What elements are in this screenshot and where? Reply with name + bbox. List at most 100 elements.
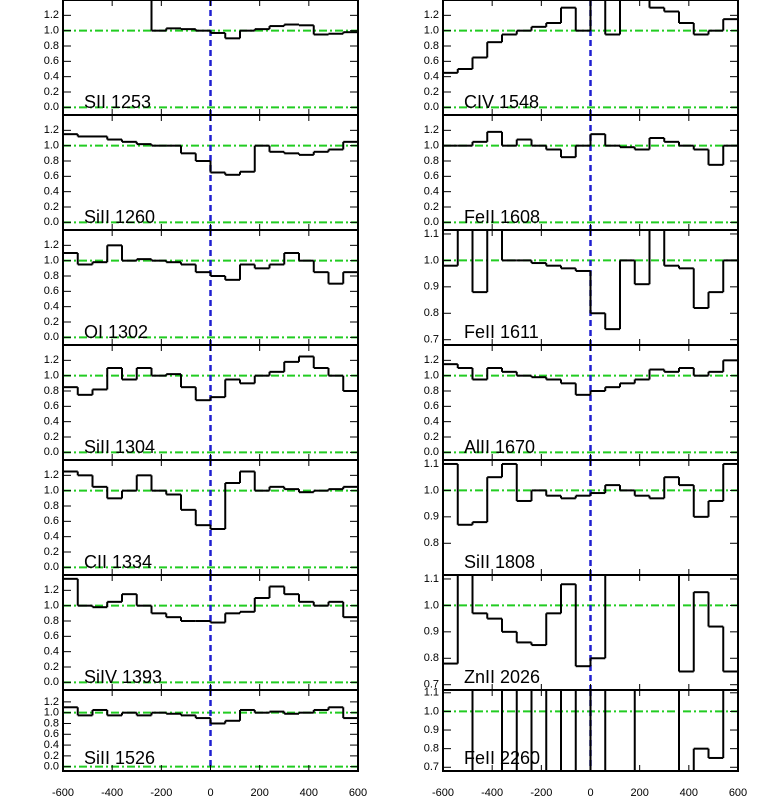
panel: 0.0 0.2 0.4 0.6 0.8 1.0 1.2 FeII 1608 — [424, 114, 739, 231]
y-tick-label: 1.1 — [424, 687, 439, 699]
y-tick-label: 0.8 — [424, 385, 439, 397]
y-tick-label: 0.8 — [44, 615, 59, 627]
panel: 0.0 0.2 0.4 0.6 0.8 1.0 1.2 SiIV 1393 — [44, 574, 359, 691]
y-tick-label: 0.6 — [44, 728, 59, 740]
panel: 0.0 0.2 0.4 0.6 0.8 1.0 1.2 AlII 1670 — [424, 344, 739, 461]
y-tick-label: 0.4 — [44, 186, 59, 198]
y-tick-label: 0.8 — [44, 40, 59, 52]
line-label: SII 1253 — [84, 92, 151, 112]
x-tick-label: 400 — [300, 787, 318, 799]
y-tick-label: 0.8 — [424, 743, 439, 755]
x-tick-label: 0 — [207, 787, 213, 799]
y-tick-label: 0.8 — [424, 537, 439, 549]
y-tick-label: 1.2 — [44, 9, 59, 21]
y-tick-label: 0.9 — [424, 724, 439, 736]
y-tick-label: 1.2 — [44, 239, 59, 251]
y-tick-label: 0.2 — [44, 750, 59, 762]
x-tick-label: -600 — [432, 787, 454, 799]
y-tick-label: 0.2 — [44, 201, 59, 213]
panel: 0.0 0.2 0.4 0.6 0.8 1.0 1.2 SiII 1304 — [44, 344, 359, 461]
y-tick-label: 1.0 — [44, 370, 59, 382]
x-tick-label: 200 — [630, 787, 648, 799]
y-tick-label: 0.9 — [424, 626, 439, 638]
y-tick-label: 0.6 — [424, 400, 439, 412]
plot-area — [63, 345, 358, 460]
y-tick-label: 1.0 — [424, 484, 439, 496]
panel: 0.0 0.2 0.4 0.6 0.8 1.0 1.2 OI 1302 — [44, 229, 359, 346]
y-tick-label: 0.0 — [44, 216, 59, 228]
plot-area — [443, 575, 738, 690]
y-tick-label: 0.6 — [44, 400, 59, 412]
panel: 0.7 0.8 0.9 1.0 1.1 ZnII 2026 — [424, 573, 739, 691]
y-tick-label: 0.4 — [44, 416, 59, 428]
line-label: SiII 1304 — [84, 437, 155, 457]
y-tick-label: 0.2 — [424, 201, 439, 213]
y-tick-label: 0.8 — [44, 270, 59, 282]
y-tick-label: 0.9 — [424, 281, 439, 293]
y-tick-label: 0.0 — [44, 761, 59, 773]
y-tick-label: 0.7 — [424, 334, 439, 346]
panel: 0.0 0.2 0.4 0.6 0.8 1.0 1.2 SiII 1260 — [44, 114, 359, 231]
y-tick-label: 0.2 — [424, 86, 439, 98]
y-tick-label: 0.6 — [424, 170, 439, 182]
y-tick-label: 1.0 — [424, 370, 439, 382]
panel: 0.7 0.8 0.9 1.0 1.1 -600 -400 -200 0 200 400 600 FeI… — [424, 687, 747, 799]
panel: 0.0 0.2 0.4 0.6 0.8 1.0 1.2 CII 1334 — [44, 459, 359, 576]
y-tick-label: 0.0 — [44, 676, 59, 688]
y-tick-label: 0.2 — [44, 86, 59, 98]
y-tick-label: 0.8 — [44, 385, 59, 397]
y-tick-label: 1.2 — [44, 354, 59, 366]
line-label: SiII 1260 — [84, 207, 155, 227]
line-label: SiII 1526 — [84, 748, 155, 768]
panel: 0.0 0.2 0.4 0.6 0.8 1.0 1.2 SII 1253 — [44, 0, 359, 116]
y-tick-label: 0.8 — [44, 717, 59, 729]
y-tick-label: 0.0 — [44, 446, 59, 458]
y-tick-label: 1.0 — [424, 25, 439, 37]
y-tick-label: 0.4 — [44, 739, 59, 751]
y-tick-label: 1.2 — [44, 469, 59, 481]
y-tick-label: 0.7 — [424, 761, 439, 773]
x-tick-label: -400 — [481, 787, 503, 799]
x-tick-label: -600 — [52, 787, 74, 799]
line-label: SiII 1808 — [464, 552, 535, 572]
y-tick-label: 1.0 — [424, 254, 439, 266]
line-label: SiIV 1393 — [84, 667, 162, 687]
y-tick-label: 0.0 — [44, 561, 59, 573]
x-tick-label: 200 — [250, 787, 268, 799]
y-tick-label: 0.8 — [424, 307, 439, 319]
y-tick-label: 0.6 — [44, 285, 59, 297]
plot-area — [63, 460, 358, 575]
line-label: ZnII 2026 — [464, 667, 540, 687]
y-tick-label: 0.8 — [424, 652, 439, 664]
y-tick-label: 0.0 — [424, 216, 439, 228]
y-tick-label: 0.2 — [44, 546, 59, 558]
plot-area — [63, 230, 358, 345]
line-label: AlII 1670 — [464, 437, 535, 457]
y-tick-label: 1.0 — [44, 25, 59, 37]
x-tick-label: -200 — [530, 787, 552, 799]
y-tick-label: 1.0 — [424, 705, 439, 717]
line-label: CIV 1548 — [464, 92, 539, 112]
y-tick-label: 0.4 — [424, 416, 439, 428]
y-tick-label: 0.6 — [44, 55, 59, 67]
x-tick-label: 0 — [587, 787, 593, 799]
y-tick-label: 1.1 — [424, 573, 439, 585]
line-label: FeII 1611 — [464, 322, 539, 342]
y-tick-label: 0.0 — [44, 331, 59, 343]
plot-area — [443, 460, 738, 575]
y-tick-label: 0.8 — [44, 155, 59, 167]
y-tick-label: 0.6 — [44, 515, 59, 527]
y-tick-label: 0.2 — [44, 431, 59, 443]
x-tick-label: 600 — [349, 787, 367, 799]
line-label: OI 1302 — [84, 322, 148, 342]
y-tick-label: 0.6 — [44, 170, 59, 182]
plot-area — [443, 690, 738, 771]
y-tick-label: 1.2 — [44, 696, 59, 708]
panel: 0.0 0.2 0.4 0.6 0.8 1.0 1.2 CIV 1548 — [424, 0, 739, 116]
plot-area — [443, 115, 738, 230]
y-tick-label: 0.2 — [44, 316, 59, 328]
panel: 0.7 0.8 0.9 1.0 1.1 FeII 1611 — [424, 228, 739, 346]
plot-area — [63, 575, 358, 690]
y-tick-label: 0.0 — [44, 101, 59, 113]
